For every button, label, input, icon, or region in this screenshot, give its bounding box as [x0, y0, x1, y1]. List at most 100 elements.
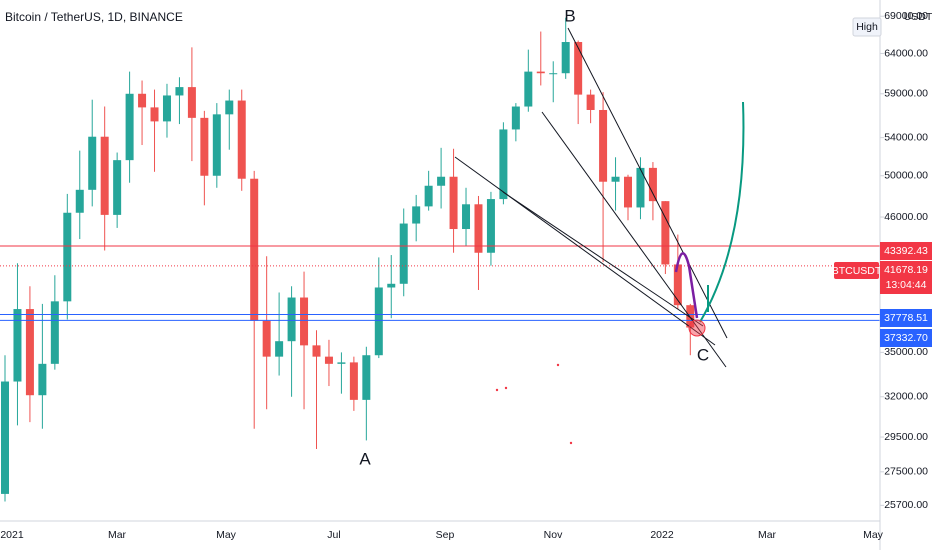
- candle-body: [38, 363, 47, 396]
- candle-body: [561, 42, 570, 74]
- candle-body: [50, 301, 59, 364]
- target-circle: [688, 319, 706, 337]
- candle-body: [599, 109, 608, 182]
- x-tick-label: 2022: [650, 529, 674, 541]
- candle-body: [138, 93, 147, 108]
- y-tick-label: 54000.00: [884, 131, 928, 143]
- candle-body: [175, 87, 184, 96]
- price-tag-label: 37332.70: [884, 332, 928, 344]
- candle-body: [300, 297, 309, 346]
- candle-body: [437, 176, 446, 186]
- y-tick-label: 25700.00: [884, 499, 928, 511]
- candle-body: [225, 100, 234, 115]
- y-tick-label: 64000.00: [884, 47, 928, 59]
- candle-body: [275, 341, 284, 357]
- candle-body: [374, 287, 383, 356]
- y-tick-label: 29500.00: [884, 431, 928, 443]
- projection-arc: [699, 101, 745, 323]
- candle-body: [212, 114, 221, 176]
- candle-body: [75, 189, 84, 213]
- x-tick-label: May: [216, 529, 237, 541]
- x-tick-label: 2021: [0, 529, 24, 541]
- annotation: C: [697, 345, 709, 364]
- candle-body: [412, 206, 421, 224]
- y-tick-label: 59000.00: [884, 88, 928, 100]
- countdown: 13:04:44: [886, 279, 927, 291]
- candle-body: [648, 167, 657, 202]
- y-tick-label: 35000.00: [884, 346, 928, 358]
- symbol-tag: [834, 262, 879, 279]
- x-tick-label: Mar: [758, 529, 777, 541]
- y-tick-label: 69000.00: [884, 10, 928, 22]
- candle-body: [337, 362, 346, 364]
- annotation: B: [564, 6, 575, 25]
- candle-body: [636, 167, 645, 208]
- candle-body: [312, 345, 321, 357]
- candle-body: [549, 73, 558, 75]
- candle-body: [686, 305, 695, 328]
- candle-body: [349, 362, 358, 400]
- y-tick-label: 72000.00: [884, 0, 928, 1]
- trend-line: [567, 27, 728, 339]
- candle-body: [362, 355, 371, 400]
- trend-line: [502, 191, 704, 327]
- last-price-tag: [880, 261, 932, 294]
- trend-line: [454, 156, 716, 346]
- x-tick-label: Jul: [327, 529, 340, 541]
- candle-body: [200, 117, 209, 176]
- candle-body: [524, 71, 533, 107]
- price-tag: [880, 329, 932, 347]
- trend-line: [541, 111, 727, 368]
- candle-body: [262, 320, 271, 357]
- price-tag-label: 37778.51: [884, 312, 928, 324]
- chart-title: Bitcoin / TetherUS, 1D, BINANCE: [5, 10, 183, 24]
- candle-body: [511, 106, 520, 130]
- candle-body: [661, 201, 670, 265]
- candle-body: [499, 129, 508, 200]
- range-button-label[interactable]: High: [856, 21, 878, 33]
- y-axis: 72000.00 69000.00 64000.00 59000.00 54000.00…: [880, 0, 928, 511]
- candle-body: [187, 87, 196, 118]
- candle-body: [250, 178, 259, 321]
- candle-body: [324, 356, 333, 364]
- price-tag: [880, 242, 932, 260]
- x-tick-label: Mar: [108, 529, 127, 541]
- path-curve: [674, 252, 699, 319]
- candle-body: [424, 185, 433, 207]
- candle-body: [387, 283, 396, 288]
- candle-body: [150, 107, 159, 122]
- y-tick-label: 46000.00: [884, 211, 928, 223]
- price-tag: [880, 309, 932, 327]
- candle-body: [162, 95, 171, 122]
- candle-body: [125, 93, 134, 161]
- range-button[interactable]: [852, 17, 882, 37]
- x-tick-label: Sep: [436, 529, 455, 541]
- plot-area: [0, 17, 880, 502]
- candle-body: [474, 204, 483, 253]
- candle-body: [673, 264, 682, 306]
- y-tick-label: 27500.00: [884, 466, 928, 478]
- last-price-label: 41678.19: [884, 264, 928, 276]
- candle-body: [287, 297, 296, 342]
- x-tick-label: May: [863, 529, 884, 541]
- candle-body: [100, 136, 109, 215]
- price-tag-label: 43392.43: [884, 245, 928, 257]
- candle-body: [25, 309, 34, 396]
- candle-body: [611, 176, 620, 182]
- drawings: [454, 27, 745, 445]
- candle-body: [624, 176, 632, 208]
- dot: [569, 441, 573, 445]
- candle-body: [486, 199, 495, 253]
- quote-currency: USDT: [904, 11, 932, 23]
- candle-body: [1, 381, 9, 494]
- y-tick-label: 32000.00: [884, 391, 928, 403]
- candle-body: [88, 136, 97, 190]
- candle-body: [113, 160, 122, 215]
- symbol-tag-label: BTCUSDT: [832, 265, 882, 277]
- x-tick-label: Nov: [544, 529, 563, 541]
- dot: [504, 386, 508, 390]
- candle-body: [536, 71, 545, 74]
